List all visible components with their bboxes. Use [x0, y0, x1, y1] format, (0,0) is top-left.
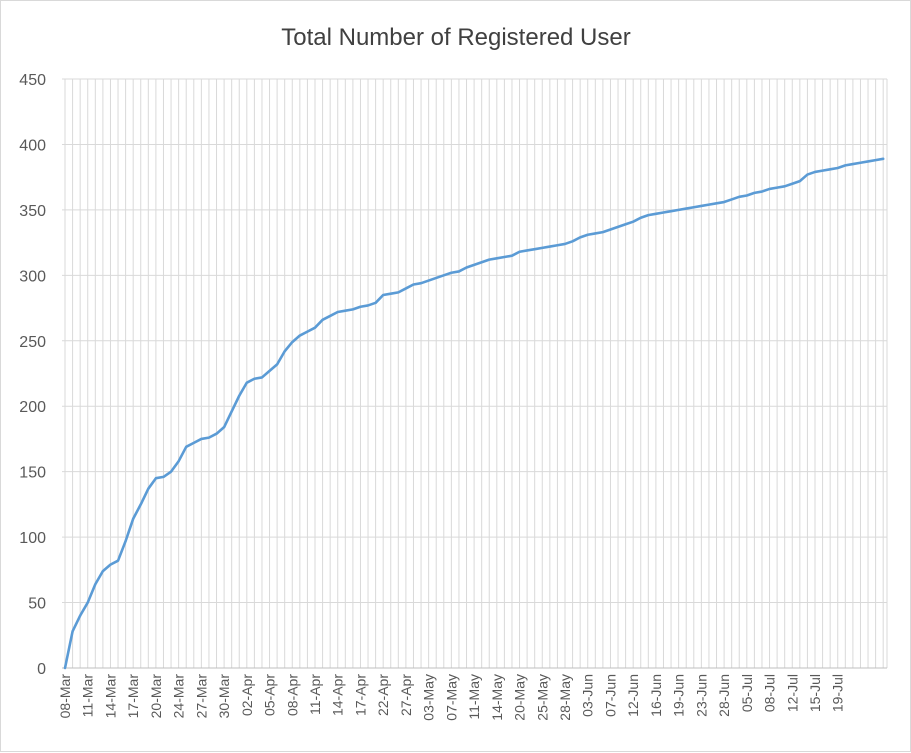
x-tick-label-11-Apr: 11-Apr [307, 674, 323, 715]
x-tick-label-28-May: 28-May [557, 674, 573, 721]
vertical-gridlines [65, 79, 887, 668]
y-tick-label-200: 200 [19, 399, 46, 416]
y-tick-label-50: 50 [28, 596, 46, 613]
x-tick-label-14-Apr: 14-Apr [330, 674, 346, 716]
x-tick-label-08-Jul: 08-Jul [762, 674, 778, 712]
y-tick-label-100: 100 [19, 530, 46, 547]
x-tick-label-08-Apr: 08-Apr [284, 674, 300, 716]
x-tick-label-25-May: 25-May [534, 674, 550, 721]
x-tick-label-22-Apr: 22-Apr [375, 674, 391, 716]
chart-title: Total Number of Registered User [281, 24, 630, 51]
x-tick-label-23-Jun: 23-Jun [693, 674, 709, 717]
x-tick-label-24-Mar: 24-Mar [171, 674, 187, 719]
x-tick-label-08-Mar: 08-Mar [57, 674, 73, 719]
x-tick-label-07-May: 07-May [443, 674, 459, 721]
x-tick-label-27-Apr: 27-Apr [398, 674, 414, 716]
x-tick-label-17-Apr: 17-Apr [352, 674, 368, 716]
x-tick-label-14-May: 14-May [489, 674, 505, 721]
y-tick-label-400: 400 [19, 137, 46, 154]
x-tick-label-20-Mar: 20-Mar [148, 674, 164, 719]
x-tick-label-03-May: 03-May [421, 674, 437, 721]
x-tick-label-19-Jun: 19-Jun [671, 674, 687, 717]
x-tick-label-17-Mar: 17-Mar [125, 674, 141, 719]
y-tick-label-0: 0 [37, 661, 46, 678]
y-tick-label-300: 300 [19, 268, 46, 285]
x-tick-label-11-May: 11-May [466, 674, 482, 720]
x-tick-label-15-Jul: 15-Jul [807, 674, 823, 712]
x-tick-label-05-Apr: 05-Apr [262, 674, 278, 716]
x-tick-label-11-Mar: 11-Mar [80, 674, 96, 718]
x-tick-label-03-Jun: 03-Jun [580, 674, 596, 717]
x-axis-tick-labels: 08-Mar 11-Mar 14-Mar 17-Mar 20-Mar 24-Mar 27-M… [57, 674, 846, 721]
x-tick-label-05-Jul: 05-Jul [739, 674, 755, 712]
x-tick-label-12-Jun: 12-Jun [625, 674, 641, 717]
x-tick-label-19-Jul: 19-Jul [830, 674, 846, 712]
y-tick-label-350: 350 [19, 203, 46, 220]
x-tick-label-30-Mar: 30-Mar [216, 674, 232, 719]
x-tick-label-07-Jun: 07-Jun [602, 674, 618, 717]
y-tick-label-250: 250 [19, 334, 46, 351]
x-tick-label-20-May: 20-May [512, 674, 528, 721]
x-tick-label-27-Mar: 27-Mar [193, 674, 209, 719]
y-axis-tick-labels: 0 50 100 150 200 250 300 350 400 450 [19, 72, 46, 678]
x-tick-label-02-Apr: 02-Apr [239, 674, 255, 716]
x-tick-label-14-Mar: 14-Mar [102, 674, 118, 719]
x-tick-label-16-Jun: 16-Jun [648, 674, 664, 717]
x-tick-label-28-Jun: 28-Jun [716, 674, 732, 717]
y-tick-label-150: 150 [19, 465, 46, 482]
y-tick-label-450: 450 [19, 72, 46, 89]
x-tick-label-12-Jul: 12-Jul [784, 674, 800, 712]
